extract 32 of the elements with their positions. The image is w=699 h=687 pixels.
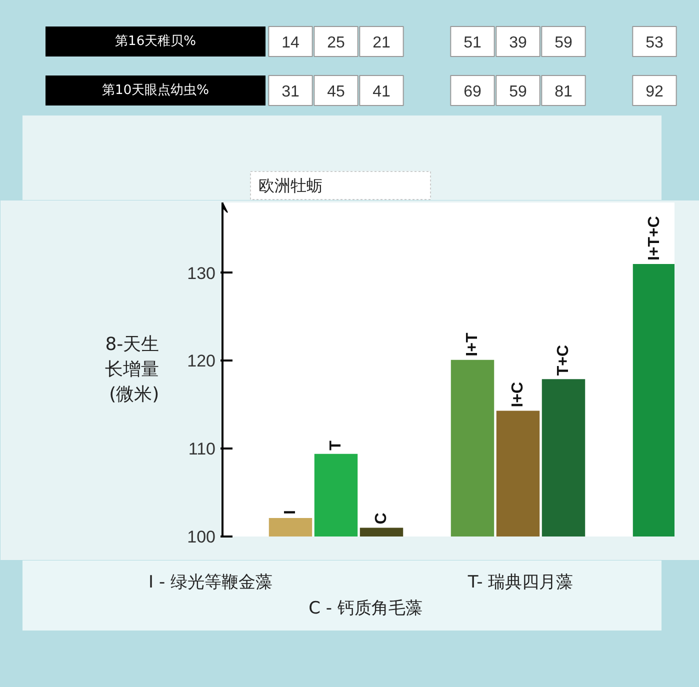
text: 59	[509, 84, 527, 100]
text: 53	[646, 34, 664, 52]
text: 第10天眼点幼虫%	[102, 83, 209, 98]
text: 第16天稚贝%	[115, 34, 196, 49]
x-tick-label: T	[328, 440, 344, 450]
text: 45	[327, 84, 345, 100]
text: 25	[327, 34, 345, 52]
text: 59	[554, 34, 572, 52]
text: 41	[372, 84, 390, 100]
text: I - 绿光等鞭金藻	[148, 572, 272, 592]
y-tick-label: 120	[187, 352, 216, 371]
text: 92	[646, 84, 664, 100]
text: T- 瑞典四月藻	[466, 572, 574, 592]
y-tick-label: 110	[188, 440, 216, 459]
text: 31	[282, 84, 300, 100]
text: 14	[282, 34, 300, 52]
text: 21	[372, 34, 390, 52]
text: 81	[554, 84, 572, 100]
text: 51	[464, 34, 482, 52]
x-tick-label: I	[282, 510, 299, 515]
x-tick-label: I+C	[510, 382, 526, 408]
text: 39	[509, 34, 527, 52]
y-tick-label: 130	[187, 264, 216, 283]
text: C - 钙质角毛藻	[308, 598, 422, 618]
y-tick-label: 100	[187, 528, 216, 546]
x-tick-label: I+T	[464, 332, 481, 356]
x-tick-label: T+C	[555, 344, 572, 376]
text: 69	[464, 84, 482, 100]
x-tick-label: I+T+C	[646, 216, 663, 261]
chart-title: 欧洲牡蛎	[258, 176, 322, 195]
x-tick-label: C	[373, 512, 390, 524]
y-axis-title: 8-天生长增量(微米)	[105, 334, 160, 406]
